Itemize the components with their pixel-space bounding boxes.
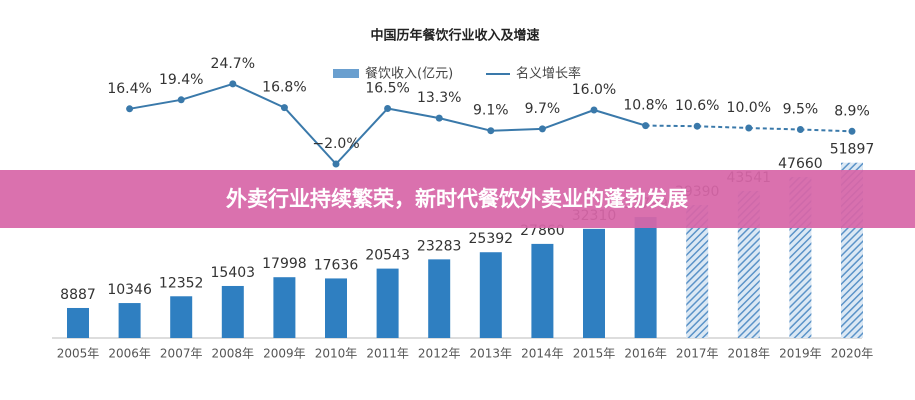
- line-point: [332, 160, 340, 168]
- bar-value-label: 51897: [830, 142, 875, 158]
- line-value-label: 16.5%: [365, 81, 409, 97]
- line-point: [126, 105, 134, 113]
- bar: [428, 259, 451, 338]
- x-tick-label: 2006年: [108, 347, 151, 361]
- x-tick-label: 2010年: [315, 347, 358, 361]
- line-segment: [593, 109, 646, 127]
- line-value-label: 9.7%: [525, 101, 561, 117]
- line-value-label: 10.0%: [727, 100, 771, 116]
- x-tick-label: 2019年: [779, 347, 822, 361]
- line-value-label: 13.3%: [417, 90, 461, 106]
- banner-text: 外卖行业持续繁荣，新时代餐饮外卖业的蓬勃发展: [226, 187, 688, 211]
- x-tick-label: 2007年: [160, 347, 203, 361]
- bar: [376, 268, 399, 338]
- bar: [583, 228, 605, 338]
- line-value-label: 10.6%: [675, 98, 719, 114]
- chart-title: 中国历年餐饮行业收入及增速: [370, 28, 539, 44]
- bar: [325, 278, 347, 338]
- bar-value-label: 12352: [159, 275, 204, 291]
- line-point: [642, 122, 650, 130]
- line-segment: [283, 106, 337, 165]
- x-tick-label: 2012年: [418, 347, 461, 361]
- x-tick-label: 2016年: [624, 347, 667, 361]
- line-point: [229, 80, 237, 88]
- x-tick-label: 2009年: [263, 347, 306, 361]
- x-tick-label: 2005年: [57, 347, 100, 361]
- line-value-label: 16.4%: [107, 81, 151, 97]
- bar: [221, 285, 244, 338]
- line-value-label: 24.7%: [211, 56, 255, 72]
- bar: [686, 204, 709, 338]
- line-segment: [387, 107, 440, 120]
- line-segment: [697, 125, 749, 129]
- bar-value-label: 17636: [314, 257, 359, 273]
- line-segment: [645, 124, 698, 128]
- line-point: [796, 126, 804, 133]
- bar: [118, 303, 141, 338]
- legend-label: 名义增长率: [516, 66, 581, 82]
- line-value-label: 8.9%: [834, 103, 870, 119]
- legend-swatch-bar: [333, 69, 359, 78]
- bar: [479, 252, 502, 338]
- line-segment: [438, 117, 492, 132]
- line-segment: [129, 98, 182, 110]
- line-value-label: 19.4%: [159, 72, 203, 88]
- bar-value-label: 23283: [417, 238, 462, 254]
- bar-value-label: 47660: [778, 156, 823, 172]
- line-point: [693, 122, 701, 130]
- bar-value-label: 8887: [60, 287, 96, 303]
- x-tick-label: 2015年: [573, 347, 616, 361]
- line-value-label: −2.0%: [312, 136, 359, 152]
- line-value-label: 9.5%: [783, 102, 819, 118]
- line-segment: [490, 127, 543, 132]
- line-point: [384, 105, 392, 112]
- line-point: [487, 127, 495, 135]
- line-value-label: 10.8%: [623, 98, 667, 114]
- legend-label: 餐饮收入(亿元): [365, 66, 453, 82]
- bar-value-label: 20543: [365, 248, 410, 264]
- bar-value-label: 25392: [469, 231, 514, 247]
- bar-value-label: 10346: [107, 282, 152, 298]
- x-tick-label: 2008年: [212, 347, 255, 361]
- bar-value-label: 17998: [262, 256, 307, 272]
- line-point: [848, 127, 856, 135]
- line-segment: [180, 82, 234, 101]
- line-segment: [800, 128, 853, 133]
- bar: [170, 296, 193, 338]
- line-point: [280, 104, 288, 112]
- x-tick-label: 2013年: [470, 347, 513, 361]
- line-segment: [748, 127, 801, 131]
- line-segment: [542, 109, 595, 130]
- bar: [531, 243, 554, 338]
- line-point: [590, 106, 598, 114]
- bar: [634, 217, 657, 338]
- x-tick-label: 2014年: [521, 347, 564, 361]
- x-tick-label: 2020年: [831, 347, 874, 361]
- line-value-label: 9.1%: [473, 103, 509, 119]
- bar-value-label: 15403: [211, 265, 256, 281]
- line-point: [177, 96, 185, 104]
- bar: [67, 307, 89, 338]
- x-tick-label: 2018年: [728, 347, 771, 361]
- line-point: [538, 125, 546, 133]
- line-value-label: 16.8%: [262, 80, 306, 96]
- line-value-label: 16.0%: [572, 82, 616, 98]
- line-point: [435, 114, 443, 122]
- bar: [273, 277, 296, 338]
- x-tick-label: 2017年: [676, 347, 719, 361]
- line-point: [745, 124, 753, 132]
- line-segment: [335, 107, 389, 165]
- x-tick-label: 2011年: [366, 347, 409, 361]
- banner: [0, 170, 915, 228]
- line-segment: [232, 82, 285, 109]
